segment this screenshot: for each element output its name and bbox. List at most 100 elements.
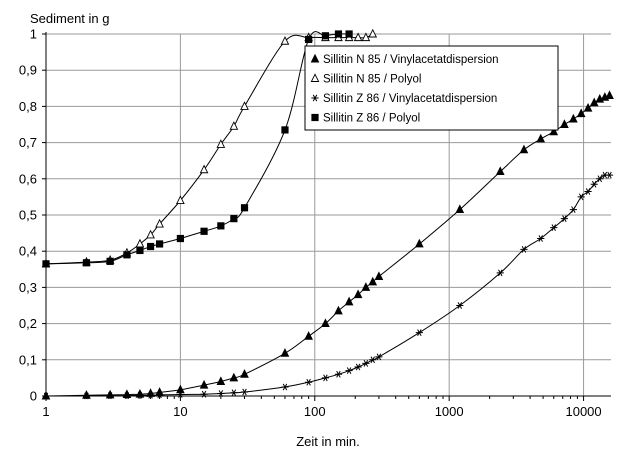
data-point-series-3 — [496, 269, 504, 277]
data-point-series-3 — [155, 391, 164, 399]
data-point-series-1 — [229, 372, 239, 382]
data-point-series-1 — [334, 305, 343, 315]
data-point-series-1 — [240, 369, 249, 378]
x-tick-label: 10 — [173, 404, 187, 419]
data-point-series-1 — [368, 276, 378, 286]
data-point-series-3 — [230, 389, 238, 397]
y-tick-label: 0,2 — [19, 316, 37, 331]
data-point-series-3 — [240, 388, 249, 396]
data-point-series-2 — [280, 36, 290, 45]
data-point-series-2 — [155, 218, 164, 228]
data-point-series-1 — [560, 119, 569, 128]
data-point-series-4 — [106, 257, 114, 265]
data-point-series-2 — [146, 229, 155, 239]
data-point-series-1 — [583, 103, 593, 112]
legend-label: Sillitin Z 86 / Vinylacetatdispersion — [323, 93, 497, 105]
series-line-3 — [45, 174, 610, 397]
data-point-series-1 — [304, 331, 313, 340]
data-point-series-1 — [549, 126, 559, 136]
data-point-series-4 — [281, 126, 289, 134]
data-point-series-3 — [362, 360, 370, 367]
data-point-series-3 — [375, 353, 383, 361]
data-point-series-4 — [345, 30, 353, 38]
x-tick-label: 1 — [42, 404, 49, 419]
data-point-series-3 — [305, 378, 313, 386]
data-point-series-3 — [560, 215, 568, 223]
data-point-series-4 — [334, 30, 343, 38]
data-point-series-3 — [345, 367, 353, 375]
x-axis-label: Zeit in min. — [296, 434, 360, 449]
data-point-series-1 — [415, 238, 424, 248]
data-point-series-3 — [577, 193, 585, 201]
axes — [42, 32, 611, 401]
data-point-series-3 — [590, 180, 598, 188]
data-point-series-4 — [82, 259, 91, 267]
data-point-series-2 — [176, 195, 185, 204]
y-tick-labels: 0 0,1 0,2 0,3 0,4 0,5 0,6 0,7 0,8 0,9 1 — [19, 27, 37, 404]
x-tick-label: 10000 — [565, 404, 601, 419]
data-point-series-1 — [344, 296, 354, 306]
data-point-series-3 — [334, 370, 343, 378]
data-point-series-4 — [200, 227, 208, 235]
data-point-series-4 — [123, 251, 131, 259]
data-point-series-1 — [576, 108, 586, 118]
y-tick-label: 0,4 — [19, 244, 37, 259]
series-line-1 — [45, 95, 610, 397]
y-tick-label: 0,9 — [19, 63, 37, 78]
data-point-series-3 — [550, 224, 558, 232]
data-point-series-1 — [176, 384, 185, 394]
y-axis-label: Sediment in g — [30, 11, 110, 26]
data-point-series-4 — [217, 222, 225, 230]
legend-marker — [310, 73, 320, 82]
data-point-series-1 — [536, 133, 546, 143]
legend-label: Sillitin N 85 / Polyol — [323, 74, 421, 86]
y-tick-label: 0,1 — [19, 352, 37, 367]
data-point-series-3 — [146, 391, 155, 399]
legend-label: Sillitin N 85 / Vinylacetatdispersion — [323, 54, 499, 66]
y-tick-label: 0,3 — [19, 280, 37, 295]
data-point-series-4 — [321, 32, 330, 40]
data-point-series-4 — [240, 204, 249, 212]
data-point-series-3 — [281, 383, 289, 391]
data-point-series-3 — [321, 374, 330, 382]
legend-label: Sillitin Z 86 / Polyol — [323, 113, 420, 125]
data-point-series-3 — [596, 175, 604, 183]
data-point-series-3 — [415, 329, 423, 337]
data-point-series-1 — [455, 204, 465, 214]
data-point-series-1 — [280, 348, 290, 357]
data-point-series-1 — [216, 376, 226, 385]
data-point-series-3 — [176, 391, 184, 398]
data-point-series-1 — [569, 113, 578, 123]
data-point-series-1 — [519, 144, 529, 154]
data-point-series-3 — [369, 356, 377, 364]
data-point-series-4 — [155, 240, 164, 248]
y-tick-label: 1 — [30, 27, 37, 42]
legend-marker — [311, 94, 319, 102]
data-point-series-2 — [361, 32, 371, 42]
legend: Sillitin N 85 / Vinylacetatdispersion Sil… — [304, 45, 559, 131]
data-point-series-1 — [605, 90, 614, 99]
data-point-series-3 — [136, 391, 144, 399]
data-point-series-2 — [368, 28, 378, 38]
y-tick-label: 0,8 — [19, 99, 37, 114]
data-point-series-1 — [361, 282, 371, 291]
x-tick-labels: 1 10 100 1000 10000 — [42, 404, 601, 419]
y-tick-label: 0,5 — [19, 208, 37, 223]
data-point-series-3 — [569, 206, 577, 213]
data-point-series-2 — [240, 101, 249, 110]
data-point-series-4 — [305, 35, 313, 44]
data-point-series-4 — [230, 215, 238, 223]
legend-marker — [310, 53, 320, 63]
data-point-series-1 — [374, 271, 384, 280]
data-point-series-3 — [537, 235, 545, 242]
data-point-series-2 — [229, 121, 239, 130]
y-tick-label: 0 — [30, 389, 37, 404]
data-point-series-3 — [520, 246, 528, 253]
data-point-series-4 — [146, 242, 155, 251]
legend-marker — [311, 113, 319, 122]
series-line-4 — [45, 31, 350, 265]
y-tick-label: 0,7 — [19, 135, 37, 150]
data-point-series-1 — [495, 166, 505, 176]
data-point-series-2 — [216, 139, 226, 148]
